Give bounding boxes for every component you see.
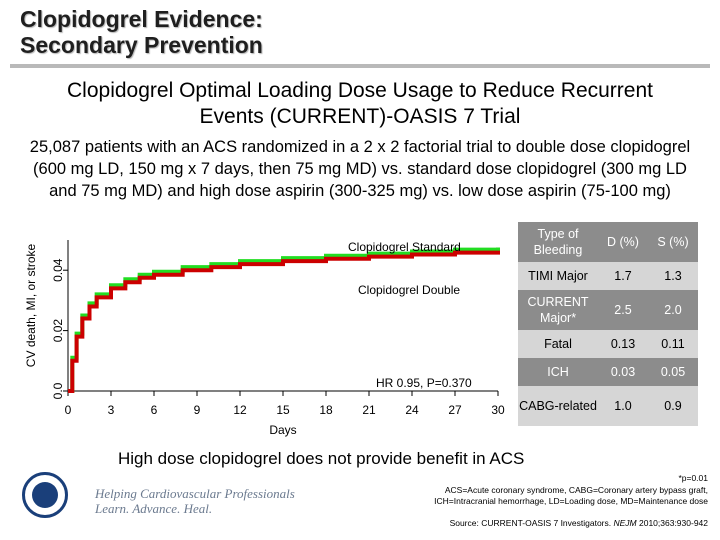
table-cell: 0.03 — [598, 358, 648, 386]
x-tick-label: 15 — [276, 403, 290, 417]
x-tick-label: 12 — [233, 403, 247, 417]
table-cell: CABG-related — [518, 386, 598, 426]
x-tick-label: 0 — [65, 403, 72, 417]
table-cell: 0.11 — [648, 330, 698, 358]
acc-seal-logo — [22, 472, 68, 518]
table-cell: 1.7 — [598, 262, 648, 290]
table-cell: 1.3 — [648, 262, 698, 290]
trial-subtitle: Clopidogrel Optimal Loading Dose Usage t… — [0, 78, 720, 130]
y-axis-label: CV death, MI, or stroke — [24, 243, 38, 367]
series-label-double: Clopidogrel Double — [358, 283, 460, 297]
table-header-cell: D (%) — [598, 222, 648, 262]
table-cell: ICH — [518, 358, 598, 386]
table-header-row: Type of Bleeding D (%) S (%) — [518, 222, 698, 262]
table-row: CABG-related 1.0 0.9 — [518, 386, 698, 426]
table-cell: Fatal — [518, 330, 598, 358]
subtitle-line-2: Events (CURRENT)-OASIS 7 Trial — [199, 105, 521, 128]
series-line-clopidogrel-standard — [68, 247, 500, 393]
table-cell: 0.13 — [598, 330, 648, 358]
tagline-line-2: Learn. Advance. Heal. — [95, 501, 213, 516]
tagline-line-1: Helping Cardiovascular Professionals — [95, 486, 295, 501]
table-row: TIMI Major 1.7 1.3 — [518, 262, 698, 290]
slide-title: Clopidogrel Evidence: Secondary Preventi… — [20, 6, 440, 58]
abbreviations-footnote: ACS=Acute coronary syndrome, CABG=Corona… — [434, 485, 708, 507]
source-citation: Source: CURRENT-OASIS 7 Investigators. N… — [450, 518, 708, 529]
x-tick-label: 9 — [194, 403, 201, 417]
title-line-1: Clopidogrel Evidence: — [20, 6, 263, 32]
bleeding-table: Type of Bleeding D (%) S (%) TIMI Major 1.7 1… — [518, 222, 698, 426]
table-row: ICH 0.03 0.05 — [518, 358, 698, 386]
source-prefix: Source: CURRENT-OASIS 7 Investigators. — [449, 518, 614, 528]
hazard-ratio-annotation: HR 0.95, P=0.370 — [376, 376, 472, 390]
table-header-cell: S (%) — [648, 222, 698, 262]
table-cell: 1.0 — [598, 386, 648, 426]
trial-description: 25,087 patients with an ACS randomized i… — [29, 138, 691, 200]
abbreviations-line-1: ACS=Acute coronary syndrome, CABG=Corona… — [444, 485, 708, 495]
x-tick-label: 3 — [108, 403, 115, 417]
source-suffix: 2010;363:930-942 — [636, 518, 708, 528]
table-cell: 2.5 — [598, 290, 648, 330]
table-cell: CURRENT Major* — [518, 290, 598, 330]
x-axis-label: Days — [269, 423, 296, 437]
y-tick-label: 0.0 — [51, 382, 65, 399]
subtitle-line-1: Clopidogrel Optimal Loading Dose Usage t… — [67, 79, 653, 102]
table-cell: 2.0 — [648, 290, 698, 330]
y-tick-label: 0.04 — [51, 258, 65, 282]
table-row: Fatal 0.13 0.11 — [518, 330, 698, 358]
title-line-2: Secondary Prevention — [20, 32, 263, 58]
table-header-cell: Type of Bleeding — [518, 222, 598, 262]
table-cell: 0.9 — [648, 386, 698, 426]
series-label-standard: Clopidogrel Standard — [348, 240, 461, 254]
x-tick-label: 18 — [319, 403, 333, 417]
table-cell: 0.05 — [648, 358, 698, 386]
x-tick-label: 30 — [491, 403, 505, 417]
abbreviations-line-2: ICH=Intracranial hemorrhage, LD=Loading … — [434, 496, 708, 506]
table-row: CURRENT Major* 2.5 2.0 — [518, 290, 698, 330]
x-tick-label: 21 — [362, 403, 376, 417]
x-tick-label: 27 — [448, 403, 462, 417]
x-tick-label: 6 — [151, 403, 158, 417]
kaplan-meier-chart: 0 3 6 9 12 15 18 21 24 27 30 0.0 0.02 0.04 Days CV deat… — [24, 240, 505, 437]
title-divider — [10, 64, 710, 68]
source-journal: NEJM — [613, 518, 637, 528]
conclusion-text: High dose clopidogrel does not provide b… — [118, 449, 525, 468]
y-tick-label: 0.02 — [51, 319, 65, 343]
x-tick-label: 24 — [405, 403, 419, 417]
p-value-footnote: *p=0.01 — [678, 473, 708, 483]
table-cell: TIMI Major — [518, 262, 598, 290]
series-line-clopidogrel-double — [68, 250, 500, 393]
acc-tagline: Helping Cardiovascular Professionals Lea… — [95, 486, 295, 516]
